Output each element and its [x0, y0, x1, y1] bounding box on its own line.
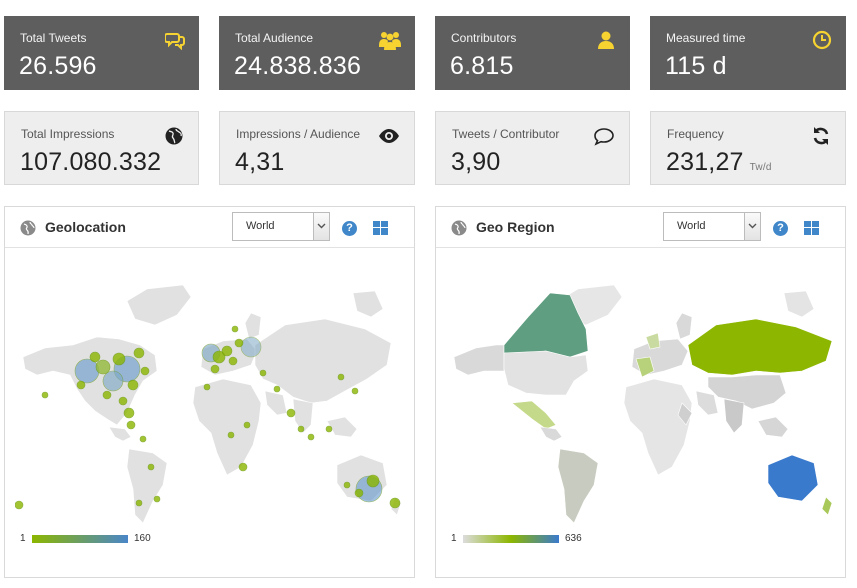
user-icon — [598, 31, 614, 49]
georegion-panel: Geo Region World ? — [435, 206, 846, 578]
stat-value: 4,31 — [235, 148, 285, 176]
georegion-choropleth-map[interactable] — [446, 253, 838, 528]
speech-bubbles-icon — [165, 33, 185, 50]
help-button[interactable]: ? — [773, 221, 788, 236]
refresh-icon — [813, 127, 829, 145]
stat-label: Tweets / Contributor — [452, 127, 560, 141]
stat-value: 107.080.332 — [20, 148, 162, 176]
geolocation-panel: Geolocation World ? — [4, 206, 415, 578]
stat-card-impressions-per-audience: Impressions / Audience 4,31 — [219, 111, 415, 185]
grid-view-icon[interactable] — [804, 221, 819, 235]
stat-label: Impressions / Audience — [236, 127, 361, 141]
region-select[interactable]: World — [232, 212, 330, 241]
stat-value: 3,90 — [451, 148, 501, 176]
stat-label: Total Audience — [235, 31, 314, 45]
stat-value: 115 d — [665, 52, 727, 80]
help-button[interactable]: ? — [342, 221, 357, 236]
globe-icon — [165, 127, 183, 145]
world-map-land — [22, 284, 402, 524]
legend-max: 160 — [134, 533, 151, 544]
stat-card-total-audience: Total Audience 24.838.836 — [219, 16, 415, 90]
region-select-value: World — [677, 220, 706, 232]
stat-label: Measured time — [666, 31, 746, 45]
world-map-regions — [453, 284, 833, 524]
stat-unit: Tw/d — [749, 162, 772, 173]
speech-bubble-icon — [594, 128, 614, 146]
globe-icon — [20, 220, 36, 236]
chevron-down-icon — [748, 223, 757, 229]
legend-gradient-bar — [32, 535, 128, 543]
legend-max: 636 — [565, 533, 582, 544]
globe-icon — [451, 220, 467, 236]
legend-gradient-bar — [463, 535, 559, 543]
stat-card-measured-time: Measured time 115 d — [650, 16, 846, 90]
stat-label: Total Tweets — [20, 31, 87, 45]
stat-value: 6.815 — [450, 52, 514, 80]
region-select[interactable]: World — [663, 212, 761, 241]
stat-card-frequency: Frequency 231,27 Tw/d — [650, 111, 846, 185]
stat-card-contributors: Contributors 6.815 — [435, 16, 630, 90]
eye-icon — [379, 129, 399, 143]
clock-icon — [812, 30, 832, 50]
group-icon — [379, 32, 401, 50]
legend-min: 1 — [20, 533, 26, 544]
tweet-bubbles — [15, 325, 401, 510]
stat-card-total-impressions: Total Impressions 107.080.332 — [4, 111, 199, 185]
region-select-button[interactable] — [744, 213, 760, 240]
stat-card-total-tweets: Total Tweets 26.596 — [4, 16, 199, 90]
stat-value: 26.596 — [19, 52, 97, 80]
legend-min: 1 — [451, 533, 457, 544]
stat-label: Total Impressions — [21, 127, 115, 141]
stat-value: 231,27 Tw/d — [666, 148, 772, 177]
stat-card-tweets-per-contributor: Tweets / Contributor 3,90 — [435, 111, 630, 185]
stat-label: Contributors — [451, 31, 517, 45]
stat-label: Frequency — [667, 127, 724, 141]
region-select-button[interactable] — [313, 213, 329, 240]
grid-view-icon[interactable] — [373, 221, 388, 235]
chevron-down-icon — [317, 223, 326, 229]
region-select-value: World — [246, 220, 275, 232]
panel-header: Geo Region World ? — [436, 207, 845, 248]
panel-header: Geolocation World ? — [5, 207, 414, 248]
stat-value: 24.838.836 — [234, 52, 362, 80]
panel-title: Geolocation — [45, 219, 126, 235]
stat-value-number: 231,27 — [666, 148, 744, 176]
geolocation-bubble-map[interactable] — [15, 253, 407, 528]
panel-title: Geo Region — [476, 219, 555, 235]
